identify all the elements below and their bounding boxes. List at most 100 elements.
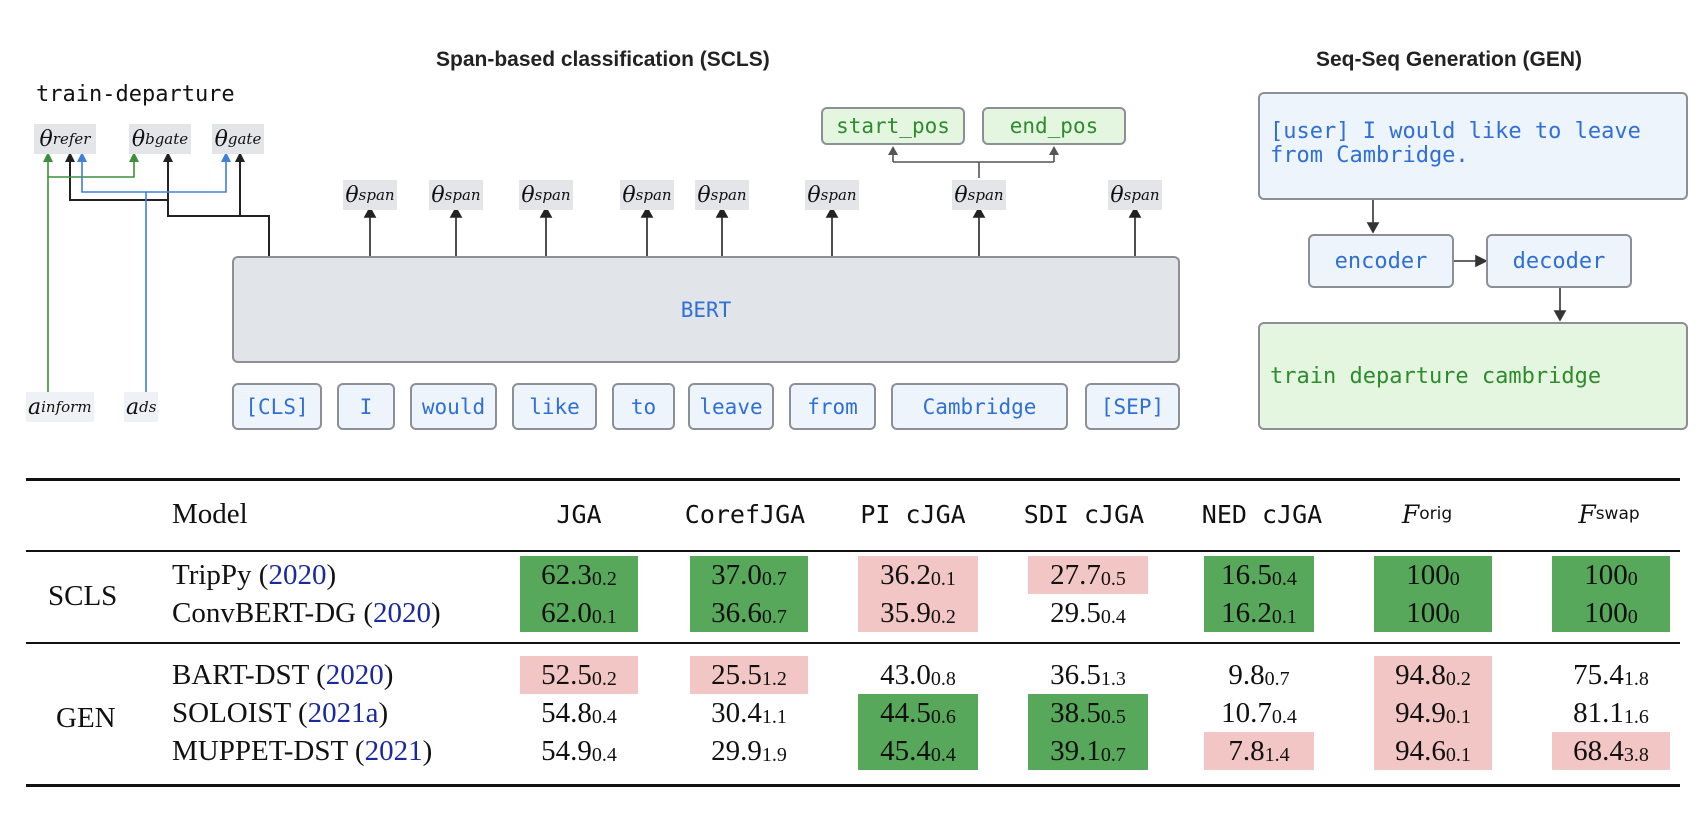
gen-title: Seq-Seq Generation (GEN) [1316, 48, 1583, 71]
header-rule [26, 550, 1680, 552]
citation-link[interactable]: 2020 [373, 596, 432, 629]
table-cell: 43.0 0.8 [880, 658, 956, 691]
header-ned-cjga: NED cJGA [1201, 499, 1323, 529]
token-sep: [SEP] [1085, 383, 1180, 430]
a-ds: a ds [124, 392, 159, 422]
theta-span-2: θ span [429, 180, 483, 210]
table-cell: 68.4 3.8 [1552, 732, 1670, 770]
table-cell: 36.5 1.3 [1050, 658, 1126, 691]
table-cell: 39.1 0.7 [1028, 732, 1148, 770]
start-pos-box: start_pos [821, 107, 965, 145]
group-rule [26, 642, 1680, 644]
token: like [512, 383, 597, 430]
model-name: MUPPET-DST (2021) [172, 734, 433, 767]
gen-input-box: [user] I would like to leave from Cambri… [1258, 92, 1688, 200]
theta-span-4: θ span [620, 180, 674, 210]
table-cell: 94.8 0.2 [1374, 656, 1492, 694]
inform-arrows [43, 152, 139, 392]
theta-refer: θ refer [34, 124, 96, 154]
table-cell: 94.9 0.1 [1374, 694, 1492, 732]
pos-bracket [888, 146, 1059, 178]
model-name: SOLOIST (2021a) [172, 696, 389, 729]
model-name: TripPy (2020) [172, 558, 337, 591]
cls-to-gate-arrows [65, 152, 270, 256]
table-cell: 100 0 [1552, 594, 1670, 632]
top-rule [26, 478, 1680, 481]
architecture-figure: Span-based classification (SCLS) Seq-Seq… [26, 48, 1688, 430]
token-cls: [CLS] [232, 383, 322, 430]
bottom-rule [26, 784, 1680, 787]
table-cell: 16.5 0.4 [1204, 556, 1314, 594]
table-cell: 94.6 0.1 [1374, 732, 1492, 770]
gen-output-box: train departure cambridge [1258, 322, 1688, 430]
table-cell: 27.7 0.5 [1028, 556, 1148, 594]
table-cell: 100 0 [1374, 556, 1492, 594]
header-jga: JGA [556, 499, 602, 529]
table-cell: 37.0 0.7 [690, 556, 808, 594]
table-cell: 62.3 0.2 [520, 556, 638, 594]
citation-link[interactable]: 2020 [325, 658, 384, 691]
table-cell: 75.4 1.8 [1573, 658, 1649, 691]
theta-gate: θ gate [212, 124, 264, 154]
token: leave [688, 383, 774, 430]
theta-span-1: θ span [343, 180, 397, 210]
slot-name: train-departure [36, 82, 235, 107]
table-cell: 10.7 0.4 [1221, 696, 1297, 729]
table-cell: 54.9 0.4 [541, 734, 617, 767]
model-name: ConvBERT-DG (2020) [172, 596, 441, 629]
theta-span-7: θ span [952, 180, 1006, 210]
table-cell: 52.5 0.2 [520, 656, 638, 694]
token: would [410, 383, 497, 430]
table-cell: 36.2 0.1 [858, 556, 978, 594]
table-cell: 36.6 0.7 [690, 594, 808, 632]
table-cell: 29.9 1.9 [711, 734, 787, 767]
table-cell: 25.5 1.2 [690, 656, 808, 694]
citation-link[interactable]: 2021 [364, 734, 423, 767]
bert-encoder: BERT [232, 256, 1180, 363]
table-cell: 16.2 0.1 [1204, 594, 1314, 632]
token: Cambridge [891, 383, 1068, 430]
theta-span-8: θ span [1108, 180, 1162, 210]
token: I [337, 383, 395, 430]
a-inform: a inform [26, 392, 94, 422]
citation-link[interactable]: 2020 [268, 558, 327, 591]
token: from [789, 383, 876, 430]
end-pos-box: end_pos [982, 107, 1126, 145]
table-cell: 30.4 1.1 [711, 696, 787, 729]
span-arrows [363, 206, 1142, 256]
header-model: Model [172, 497, 248, 530]
group-label-gen: GEN [56, 702, 116, 734]
table-cell: 100 0 [1374, 594, 1492, 632]
results-table: Model JGA CorefJGA PI cJGA SDI cJGA NED … [0, 470, 1708, 820]
table-cell: 81.1 1.6 [1573, 696, 1649, 729]
scls-title: Span-based classification (SCLS) [436, 48, 770, 71]
group-label-scls: SCLS [48, 580, 118, 612]
theta-bgate: θ bgate [129, 124, 191, 154]
table-cell: 100 0 [1552, 556, 1670, 594]
theta-span-5: θ span [695, 180, 749, 210]
decoder-box: decoder [1486, 234, 1632, 288]
token: to [612, 383, 675, 430]
table-cell: 7.8 1.4 [1204, 732, 1314, 770]
encoder-box: encoder [1308, 234, 1454, 288]
ds-arrows [77, 152, 231, 392]
theta-span-3: θ span [519, 180, 573, 210]
table-cell: 62.0 0.1 [520, 594, 638, 632]
table-cell: 45.4 0.4 [858, 732, 978, 770]
gen-flow-arrows [1366, 200, 1567, 322]
citation-link[interactable]: 2021a [307, 696, 379, 729]
table-cell: 38.5 0.5 [1028, 694, 1148, 732]
table-cell: 54.8 0.4 [541, 696, 617, 729]
model-name: BART-DST (2020) [172, 658, 394, 691]
header-sdi-cjga: SDI cJGA [1023, 499, 1145, 529]
figure-connectors [43, 146, 1567, 392]
header-corefjga: CorefJGA [684, 499, 806, 529]
theta-span-6: θ span [805, 180, 859, 210]
table-cell: 29.5 0.4 [1050, 596, 1126, 629]
table-cell: 9.8 0.7 [1228, 658, 1290, 691]
header-pi-cjga: PI cJGA [860, 499, 966, 529]
table-cell: 44.5 0.6 [858, 694, 978, 732]
table-cell: 35.9 0.2 [858, 594, 978, 632]
